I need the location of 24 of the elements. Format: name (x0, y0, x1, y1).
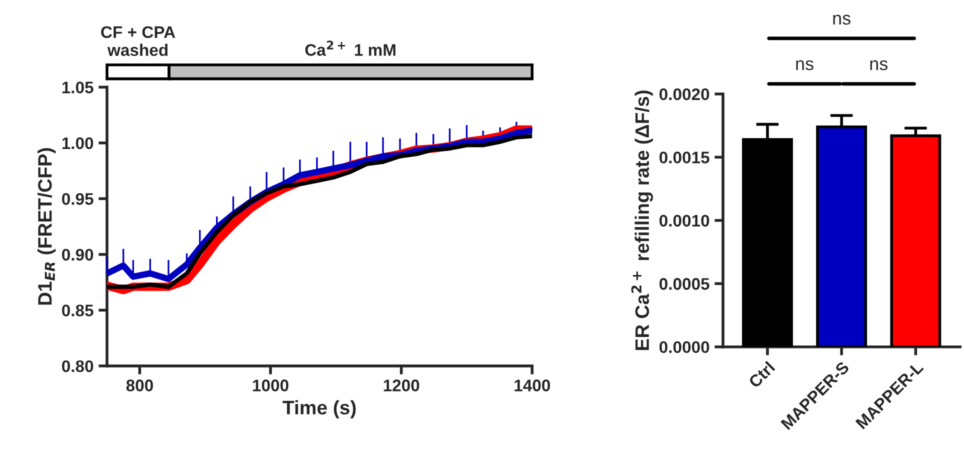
y-tick-label: 0.0010 (659, 214, 710, 227)
y-tick-label: 0.0015 (659, 152, 710, 164)
y-axis-title: D1$_{ER}$ (FRET/CFP) (38, 148, 56, 305)
y-tick-label: 0.0020 (659, 88, 710, 100)
y-tick-label: 0.80 (62, 360, 94, 372)
x-tick-label: 800 (126, 380, 153, 392)
y-tick-label: 0.0005 (659, 278, 710, 290)
y-axis-title: ER Ca$^{2+}$ refilling rate (ΔF/s) (631, 90, 653, 350)
text: ns (796, 60, 814, 70)
y-tick-label: 0.0000 (659, 341, 710, 354)
y-tick-label: 1.05 (62, 82, 94, 94)
y-tick-label: 0.85 (62, 304, 94, 316)
x-tick-label: 1400 (514, 380, 550, 392)
y-tick-label: 0.90 (62, 248, 94, 261)
text: Ca$^{2+}$ 1 mM (305, 40, 396, 56)
text: ns (833, 14, 850, 25)
x-tick-label: 1200 (384, 380, 420, 392)
x-tick-label: Ctrl (748, 360, 776, 389)
text: CF + CPA washed (101, 26, 176, 56)
x-tick-label: 1000 (253, 380, 288, 392)
text: ns (870, 60, 888, 70)
x-axis-title: Time (s) (282, 400, 356, 418)
y-tick-label: 1.00 (62, 137, 94, 150)
y-tick-label: 0.95 (62, 193, 94, 205)
